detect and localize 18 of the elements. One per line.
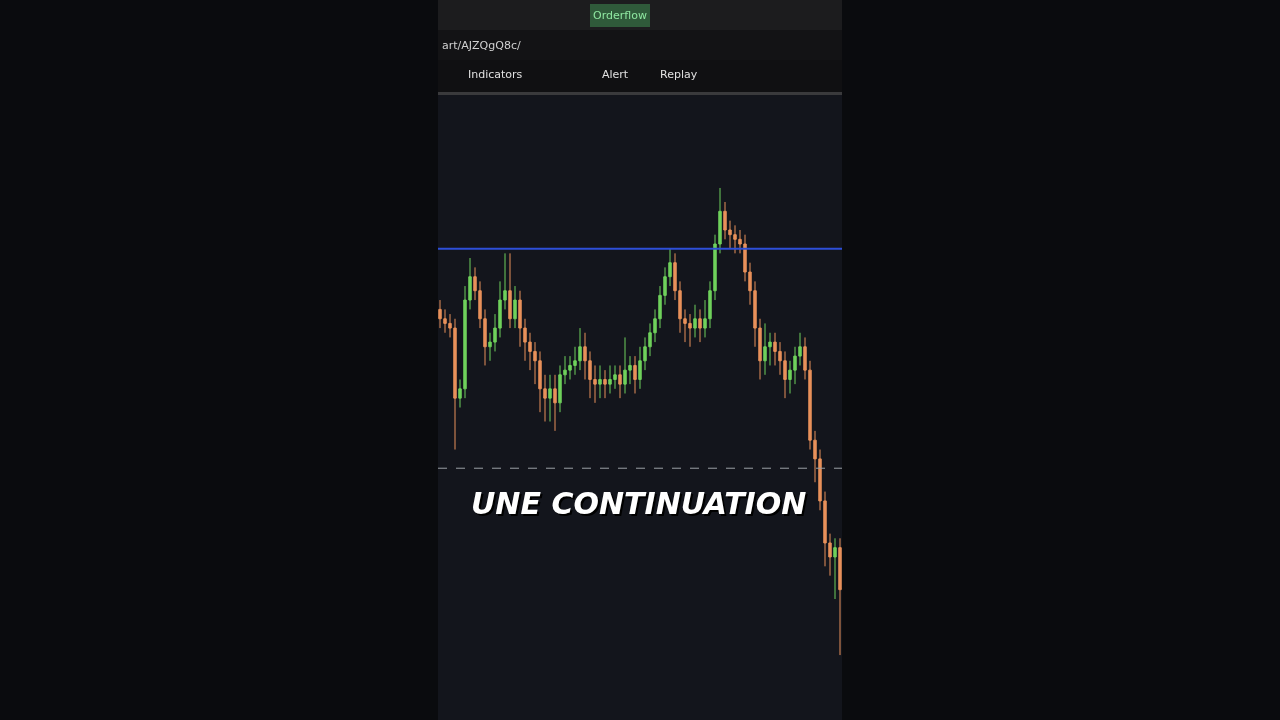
text: art/AJZQgQ8c/ [442,39,521,52]
candlestick [698,308,702,343]
candlestick [603,369,607,399]
candlestick [598,364,602,399]
text: Orderflow [593,9,647,22]
candlestick [508,252,512,329]
text: Alert [602,68,629,81]
text: Replay [660,68,698,81]
candlestick [833,537,837,600]
candlestick [553,374,557,432]
candlestick [693,304,697,338]
candlestick [618,364,622,399]
text: Indicators [468,68,523,81]
candlestick [513,285,517,329]
candlestick [633,355,637,394]
candlestick [548,374,552,423]
annotation: UNE CONTINUATION [471,486,807,521]
candlestick [838,537,842,656]
